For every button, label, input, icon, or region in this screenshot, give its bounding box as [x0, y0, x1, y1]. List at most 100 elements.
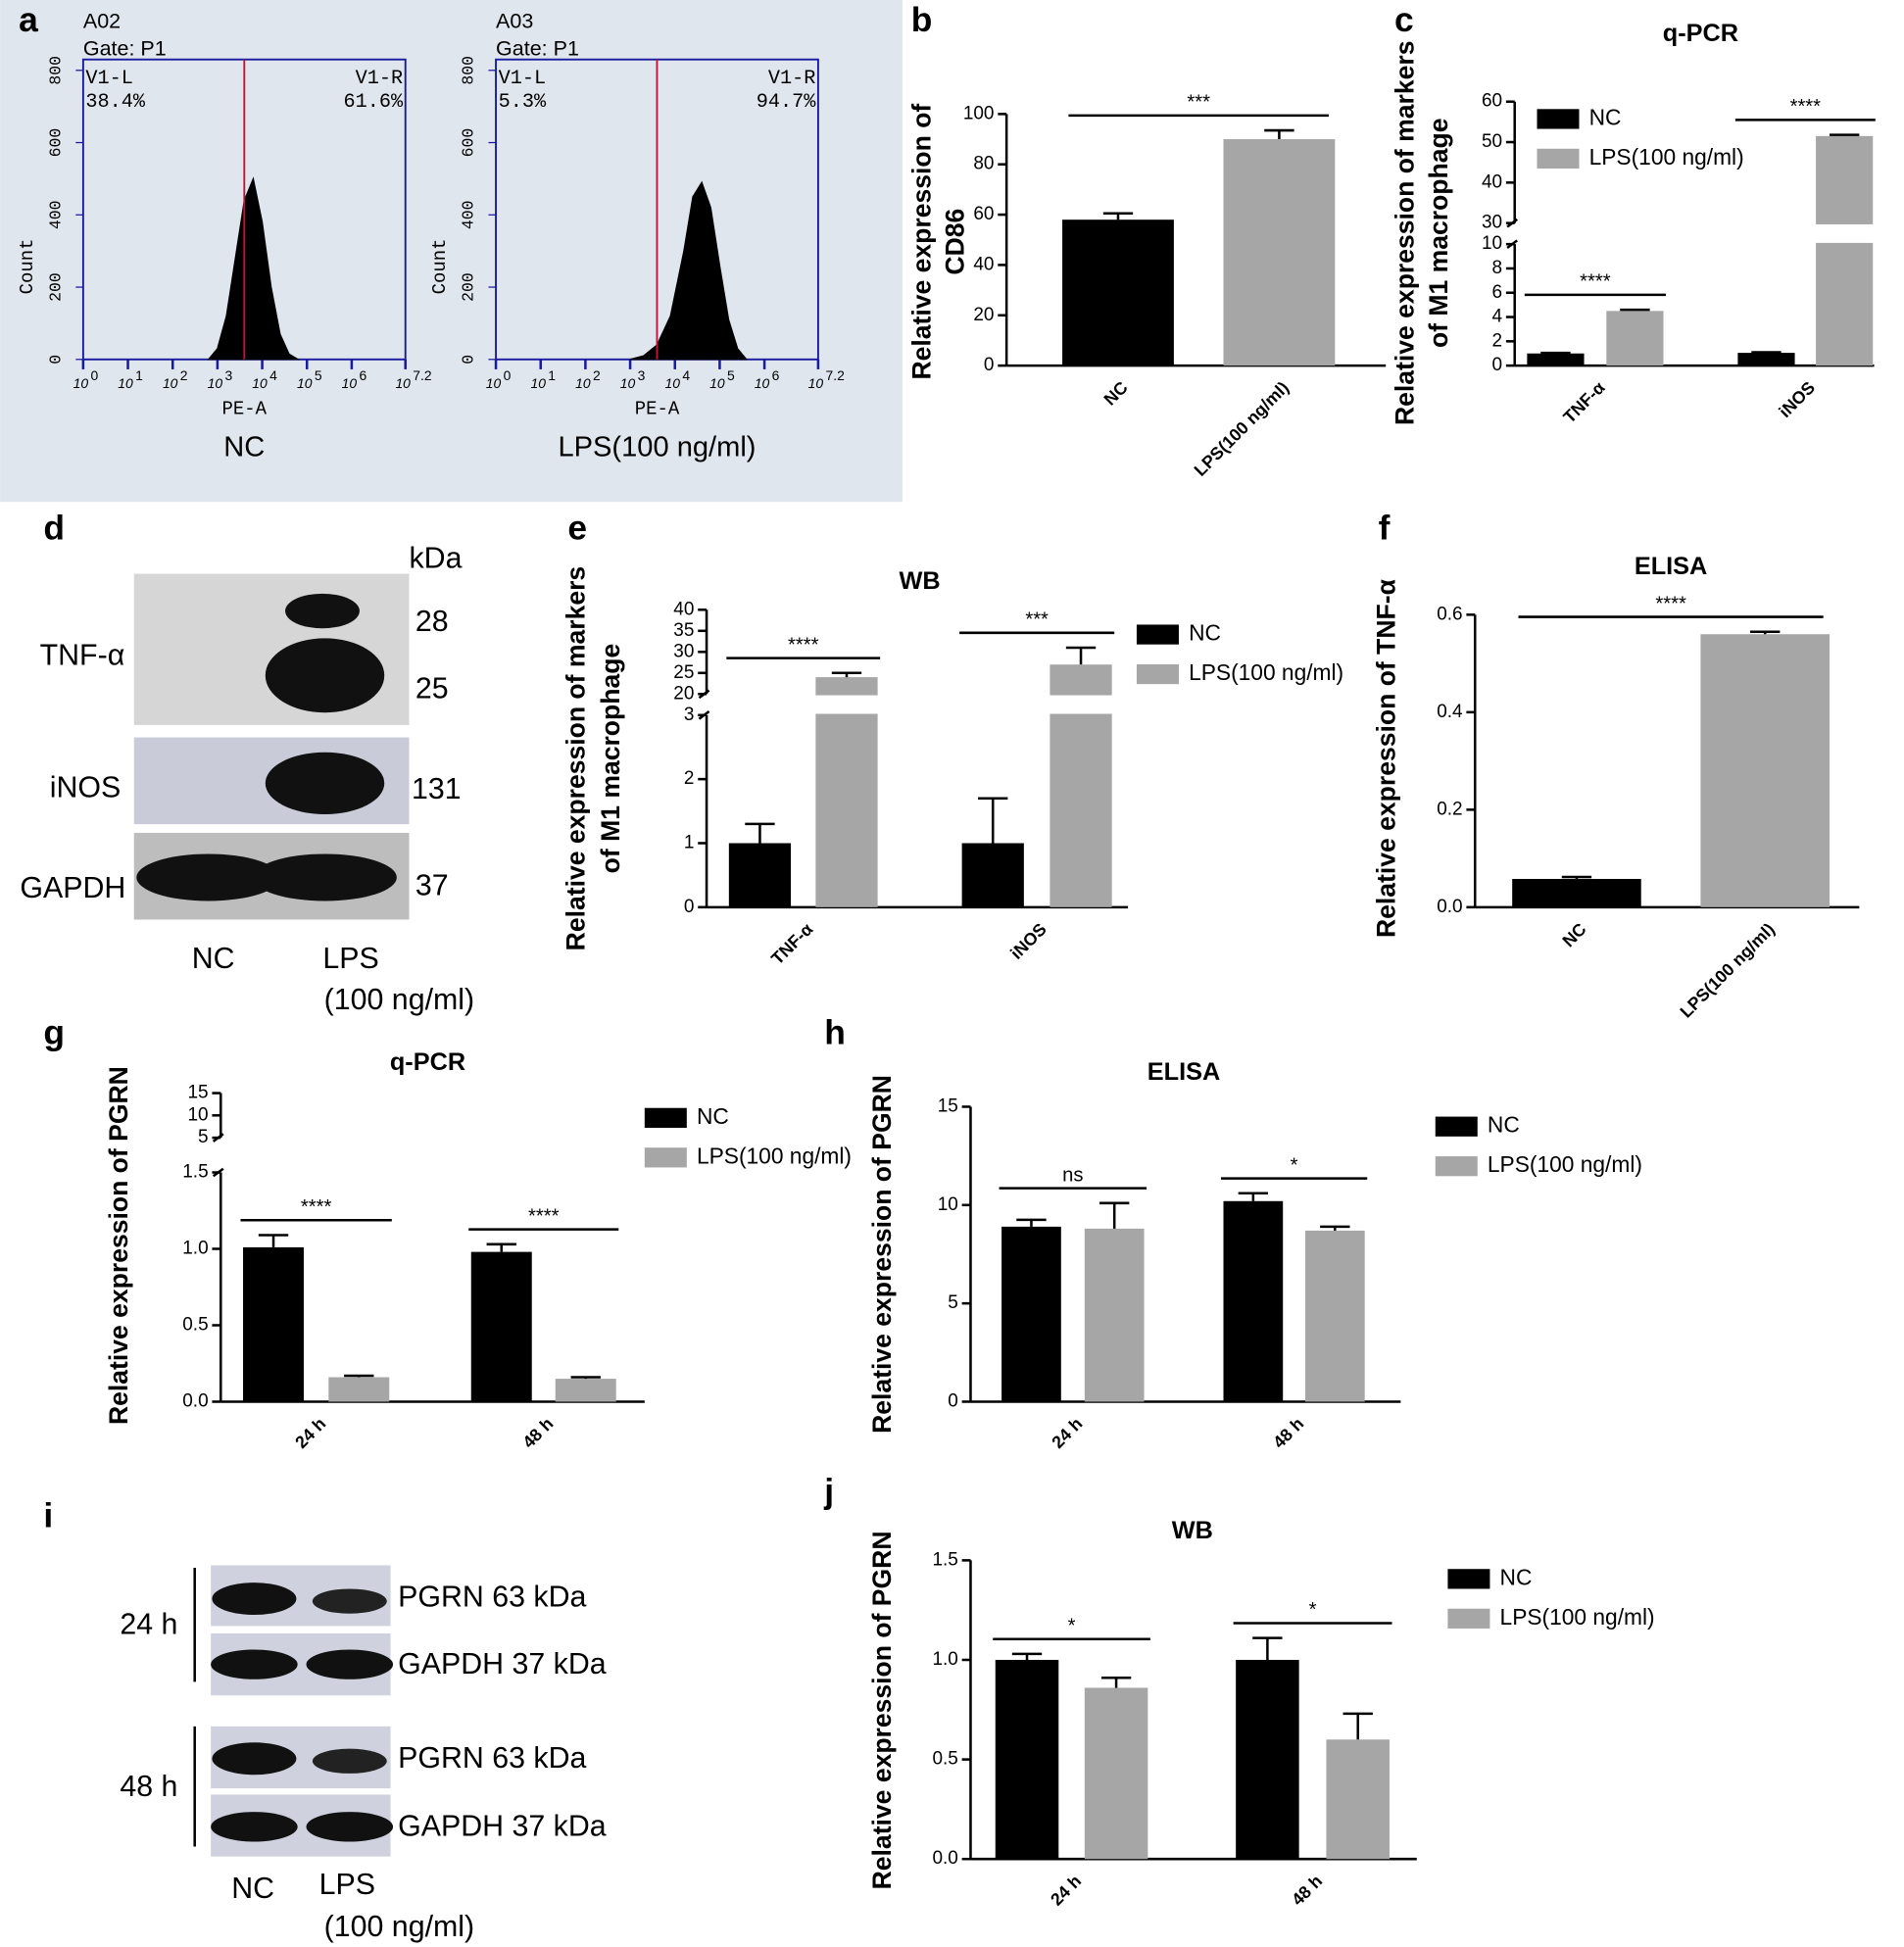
error-bar — [1065, 646, 1097, 665]
band — [312, 1748, 387, 1774]
bar — [1304, 1230, 1365, 1402]
y-tick-label: 1.0 — [182, 1239, 208, 1259]
panel-letter: e — [567, 509, 587, 548]
error-bar — [1099, 1201, 1130, 1229]
bar — [1084, 1687, 1148, 1860]
significance-label: **** — [1790, 96, 1822, 118]
legend-swatch — [1447, 1569, 1490, 1589]
significance-label: **** — [301, 1196, 332, 1218]
band — [265, 638, 385, 713]
y-tick-label: 0.0 — [932, 1848, 957, 1869]
error-bar — [1829, 133, 1860, 136]
x-tick-exponent: 3 — [224, 367, 232, 383]
error-bar — [1102, 212, 1134, 220]
x-tick-label: 10 — [486, 375, 502, 391]
gate-name: Gate: P1 — [496, 36, 579, 60]
y-tick-label: 0.6 — [1437, 604, 1462, 624]
y-tick-label: 60 — [1482, 91, 1502, 112]
y-axis-label: Count — [17, 238, 38, 294]
x-tick-label: TNF-α — [1559, 377, 1608, 426]
x-tick-exponent: 6 — [772, 367, 780, 383]
y-tick-label: 0 — [1492, 355, 1503, 375]
significance-label: * — [1309, 1599, 1317, 1621]
panel-letter: d — [43, 509, 65, 548]
sample-name: A02 — [83, 9, 121, 32]
significance-label: * — [1291, 1154, 1298, 1176]
chart-title: ELISA — [1147, 1058, 1220, 1086]
chart-title: q-PCR — [390, 1048, 465, 1076]
band — [253, 853, 397, 901]
band — [265, 752, 385, 814]
band — [136, 853, 280, 901]
panel-letter: a — [19, 0, 38, 39]
x-tick-label: LPS(100 ng/ml) — [1676, 919, 1779, 1022]
error-bar — [1320, 1225, 1350, 1231]
y-axis-label: Relative expression of PGRN — [104, 1066, 133, 1425]
legend-swatch — [644, 1147, 687, 1168]
gate-percent: 38.4% — [85, 91, 146, 114]
bar — [728, 843, 792, 907]
error-bar — [1238, 1192, 1269, 1201]
x-tick-label: 10 — [163, 375, 178, 391]
y-tick-label: 0.0 — [182, 1391, 208, 1412]
panel-letter: h — [824, 1012, 846, 1051]
legend-swatch — [1136, 663, 1179, 685]
x-tick-label: 10 — [755, 375, 770, 391]
y-tick-label: 4 — [1492, 307, 1503, 327]
x-tick-label: 10 — [118, 375, 133, 391]
error-bar — [978, 797, 1008, 844]
band — [212, 1582, 297, 1616]
legend-label: NC — [1589, 104, 1622, 129]
y-tick-label: 0 — [684, 897, 695, 917]
bar — [1606, 311, 1664, 366]
bar — [961, 843, 1024, 907]
x-tick-label: iNOS — [1775, 377, 1819, 421]
lane-label: (100 ng/ml) — [324, 984, 474, 1016]
y-tick-label: 35 — [673, 620, 694, 641]
panel-letter: j — [823, 1471, 834, 1510]
gate-name: V1-R — [768, 68, 816, 90]
lane-label: LPS — [319, 1869, 375, 1901]
y-tick-label: 20 — [673, 683, 694, 704]
bar — [1223, 1200, 1284, 1402]
axis-break-gap — [1814, 223, 1875, 243]
error-bar — [1100, 1677, 1132, 1688]
blot-strip — [133, 573, 410, 725]
x-axis-label: PE-A — [635, 398, 680, 419]
error-bar — [1750, 630, 1781, 635]
x-tick-label: 10 — [208, 375, 223, 391]
gate-name: V1-R — [356, 68, 404, 90]
y-tick-label: 6 — [1492, 282, 1503, 303]
significance-label: **** — [528, 1205, 560, 1227]
significance-label: ns — [1062, 1164, 1083, 1186]
x-tick-label: 10 — [620, 375, 636, 391]
x-tick-label: 10 — [342, 375, 358, 391]
error-bar — [1343, 1712, 1373, 1740]
legend-label: LPS(100 ng/ml) — [1500, 1604, 1655, 1630]
error-bar — [831, 671, 862, 678]
error-bar — [1016, 1218, 1047, 1227]
legend-label: NC — [697, 1103, 729, 1129]
significance-label: **** — [1655, 593, 1686, 614]
x-tick-exponent: 2 — [180, 367, 188, 383]
y-tick-label: 30 — [1482, 213, 1502, 233]
x-tick-exponent: 5 — [727, 367, 735, 383]
y-tick-label: 0.5 — [932, 1749, 957, 1770]
y-axis-label: Relative expression of TNF-α — [1372, 578, 1401, 938]
x-tick-label: 48 h — [1269, 1414, 1307, 1452]
bar — [328, 1377, 390, 1402]
legend-swatch — [1435, 1156, 1478, 1177]
blot-row-label: GAPDH 37 kDa — [398, 1811, 607, 1843]
x-tick-label: 24 h — [1047, 1871, 1085, 1909]
gate-name: V1-L — [499, 68, 547, 90]
x-tick-label: 24 h — [1048, 1414, 1086, 1452]
axis-break-gap — [1049, 695, 1113, 714]
x-tick-label: 10 — [530, 375, 546, 391]
band — [306, 1649, 394, 1679]
gate-percent: 5.3% — [499, 91, 547, 114]
error-bar — [258, 1234, 289, 1247]
band-size: 37 — [415, 870, 449, 902]
group-label: 24 h — [120, 1608, 177, 1640]
y-tick-label: 0 — [984, 355, 995, 375]
